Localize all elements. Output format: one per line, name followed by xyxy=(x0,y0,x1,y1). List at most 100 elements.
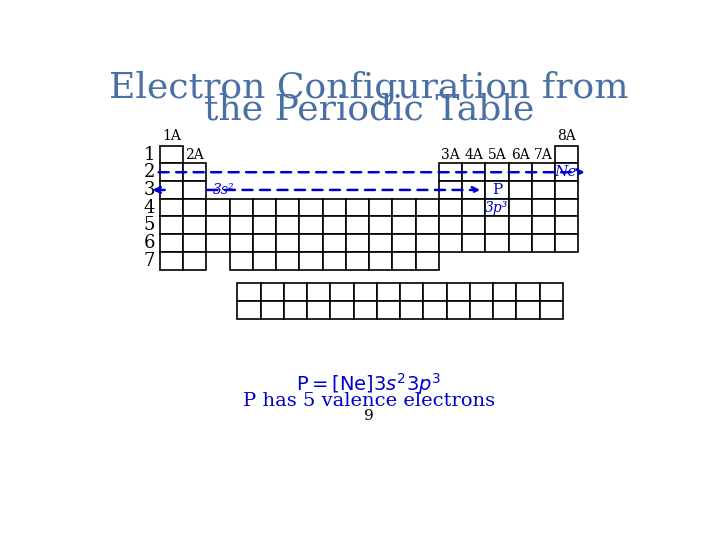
Bar xyxy=(392,252,415,269)
Bar xyxy=(354,284,377,301)
Bar xyxy=(276,234,300,252)
Text: 3: 3 xyxy=(144,181,156,199)
Bar xyxy=(284,301,307,319)
Bar xyxy=(330,301,354,319)
Bar xyxy=(485,234,508,252)
Bar xyxy=(555,181,578,199)
Bar xyxy=(323,234,346,252)
Bar xyxy=(160,181,183,199)
Bar xyxy=(346,199,369,217)
Bar xyxy=(183,217,206,234)
Bar xyxy=(438,234,462,252)
Text: 6A: 6A xyxy=(510,148,529,162)
Text: Electron Configuration from: Electron Configuration from xyxy=(109,71,629,105)
Bar xyxy=(508,234,532,252)
Text: Ne: Ne xyxy=(554,165,576,179)
Text: 5: 5 xyxy=(144,217,156,234)
Bar xyxy=(516,284,539,301)
Bar xyxy=(206,234,230,252)
Text: 9: 9 xyxy=(364,409,374,423)
Bar xyxy=(532,234,555,252)
Bar xyxy=(469,284,493,301)
Text: 2: 2 xyxy=(144,163,156,181)
Bar xyxy=(508,181,532,199)
Bar xyxy=(261,301,284,319)
Bar xyxy=(415,234,438,252)
Bar xyxy=(253,217,276,234)
Bar xyxy=(532,217,555,234)
Text: 4: 4 xyxy=(144,199,156,217)
Bar xyxy=(532,199,555,217)
Bar xyxy=(438,217,462,234)
Bar xyxy=(253,234,276,252)
Bar xyxy=(462,164,485,181)
Bar xyxy=(206,199,230,217)
Bar xyxy=(415,199,438,217)
Bar xyxy=(493,284,516,301)
Bar xyxy=(555,234,578,252)
Bar xyxy=(508,199,532,217)
Bar xyxy=(369,252,392,269)
Bar xyxy=(446,284,469,301)
Text: P: P xyxy=(492,183,502,197)
Bar xyxy=(462,217,485,234)
Bar xyxy=(446,301,469,319)
Bar xyxy=(469,301,493,319)
Bar xyxy=(330,284,354,301)
Text: 1: 1 xyxy=(144,145,156,164)
Text: the Periodic Table: the Periodic Table xyxy=(204,92,534,126)
Text: 6: 6 xyxy=(144,234,156,252)
Bar xyxy=(555,199,578,217)
Bar xyxy=(423,284,446,301)
Bar xyxy=(462,181,485,199)
Text: 7: 7 xyxy=(144,252,156,270)
Bar xyxy=(300,217,323,234)
Bar xyxy=(485,199,508,217)
Bar xyxy=(516,301,539,319)
Bar xyxy=(532,181,555,199)
Bar xyxy=(230,234,253,252)
Bar xyxy=(230,199,253,217)
Bar xyxy=(415,217,438,234)
Bar xyxy=(300,252,323,269)
Bar xyxy=(485,181,508,199)
Bar xyxy=(346,217,369,234)
Bar xyxy=(300,199,323,217)
Bar xyxy=(160,252,183,269)
Bar xyxy=(392,217,415,234)
Bar xyxy=(377,301,400,319)
Bar xyxy=(276,199,300,217)
Bar xyxy=(369,234,392,252)
Bar xyxy=(400,301,423,319)
Text: 5A: 5A xyxy=(487,148,506,162)
Bar xyxy=(346,252,369,269)
Bar xyxy=(238,301,261,319)
Bar xyxy=(462,199,485,217)
Bar xyxy=(307,284,330,301)
Text: 1A: 1A xyxy=(162,129,181,143)
Bar xyxy=(392,234,415,252)
Bar xyxy=(160,164,183,181)
Bar xyxy=(160,146,183,164)
Bar xyxy=(284,284,307,301)
Bar xyxy=(323,252,346,269)
Bar xyxy=(160,217,183,234)
Bar xyxy=(438,181,462,199)
Bar xyxy=(539,301,563,319)
Bar xyxy=(206,217,230,234)
Bar xyxy=(346,234,369,252)
Bar xyxy=(392,199,415,217)
Text: 7A: 7A xyxy=(534,148,553,162)
Bar xyxy=(485,164,508,181)
Bar xyxy=(183,164,206,181)
Bar xyxy=(415,252,438,269)
Bar xyxy=(493,301,516,319)
Bar xyxy=(354,301,377,319)
Text: 8A: 8A xyxy=(557,129,576,143)
Text: P has 5 valence electrons: P has 5 valence electrons xyxy=(243,392,495,409)
Text: $\mathrm{P = [Ne]3}s^{2}\mathrm{3}p^{3}$: $\mathrm{P = [Ne]3}s^{2}\mathrm{3}p^{3}$ xyxy=(297,370,441,396)
Bar xyxy=(369,217,392,234)
Text: 4A: 4A xyxy=(464,148,483,162)
Bar xyxy=(276,252,300,269)
Bar xyxy=(183,252,206,269)
